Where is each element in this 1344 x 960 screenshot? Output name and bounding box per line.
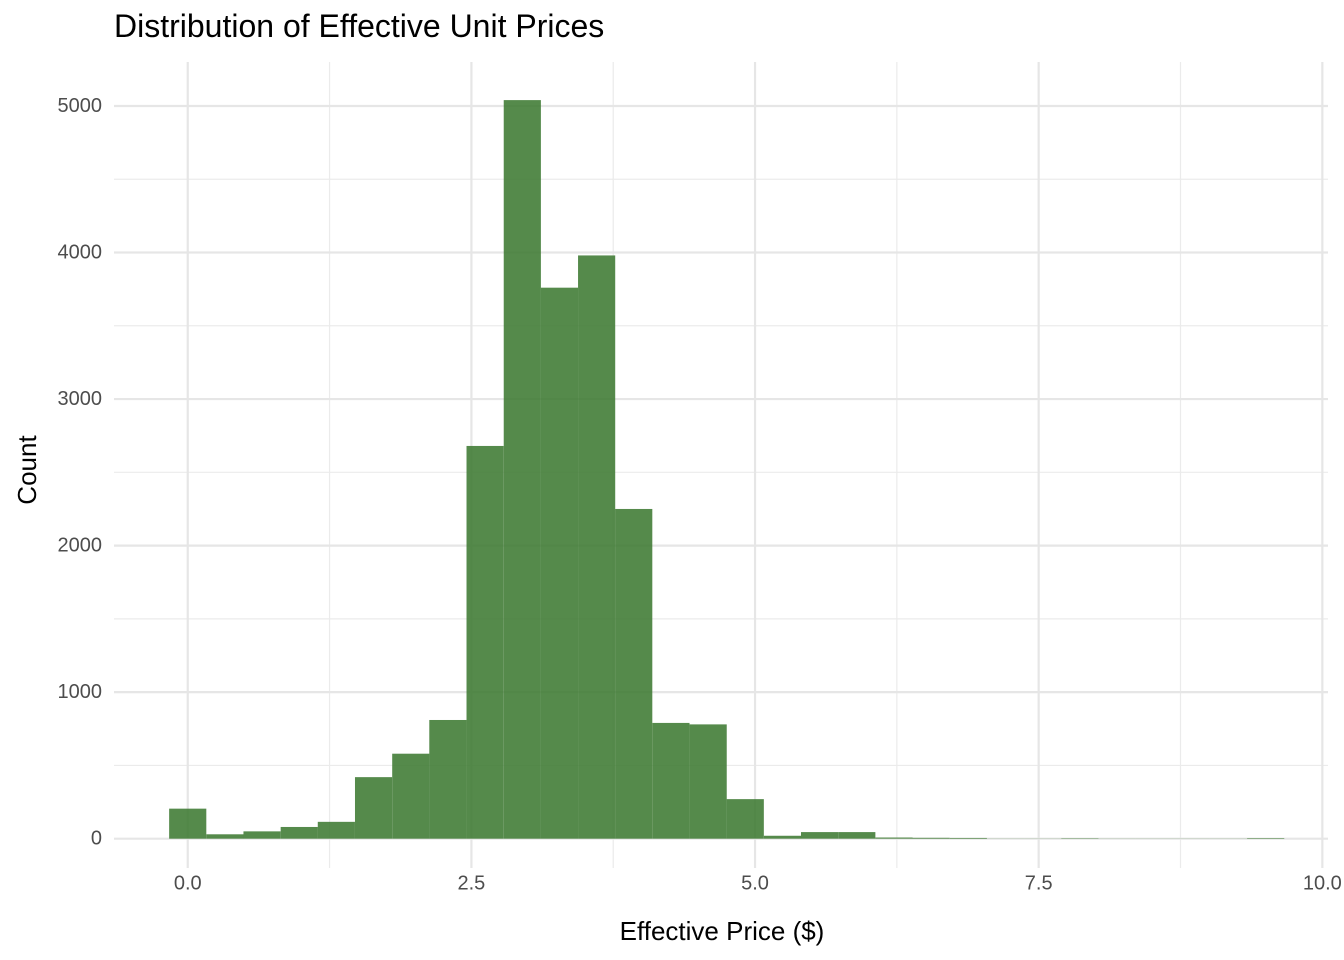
histogram-bar: [578, 255, 616, 839]
histogram-bar: [280, 826, 318, 839]
histogram-bar: [838, 832, 876, 839]
y-axis-tick-labels: 0 1000 2000 3000 4000 5000: [58, 95, 103, 850]
y-tick-label: 2000: [58, 535, 103, 557]
histogram-bar: [206, 834, 244, 839]
chart-title: Distribution of Effective Unit Prices: [114, 8, 605, 44]
y-tick-label: 3000: [58, 388, 103, 410]
x-tick-label: 0.0: [174, 873, 202, 895]
histogram-bar: [1247, 838, 1285, 839]
x-tick-label: 5.0: [741, 873, 769, 895]
histogram-bar: [169, 808, 207, 839]
histogram-bar: [354, 777, 393, 839]
histogram-bar: [726, 799, 764, 839]
x-axis-title: Effective Price ($): [620, 916, 825, 946]
histogram-bar: [540, 287, 578, 839]
y-tick-label: 4000: [58, 242, 103, 264]
histogram-bar: [243, 831, 281, 839]
y-axis-title: Count: [12, 435, 42, 505]
histogram-bar: [503, 100, 541, 839]
histogram-bars: [169, 100, 1285, 839]
histogram-bar: [466, 445, 504, 839]
x-tick-label: 10.0: [1303, 873, 1342, 895]
histogram-bar: [912, 837, 950, 839]
y-tick-label: 1000: [58, 681, 103, 703]
histogram-bar: [949, 837, 987, 839]
y-tick-label: 0: [91, 828, 102, 850]
x-tick-label: 7.5: [1025, 873, 1053, 895]
histogram-bar: [763, 835, 802, 839]
histogram-bar: [689, 724, 727, 839]
x-tick-label: 2.5: [457, 873, 485, 895]
histogram-bar: [652, 722, 690, 839]
x-axis-tick-labels: 0.0 2.5 5.0 7.5 10.0: [174, 873, 1342, 895]
histogram-bar: [392, 753, 430, 839]
histogram-bar: [317, 821, 355, 839]
histogram-bar: [800, 832, 839, 839]
histogram-bar: [429, 719, 467, 839]
y-tick-label: 5000: [58, 95, 103, 117]
histogram-bar: [875, 837, 913, 839]
histogram-bar: [615, 508, 653, 839]
